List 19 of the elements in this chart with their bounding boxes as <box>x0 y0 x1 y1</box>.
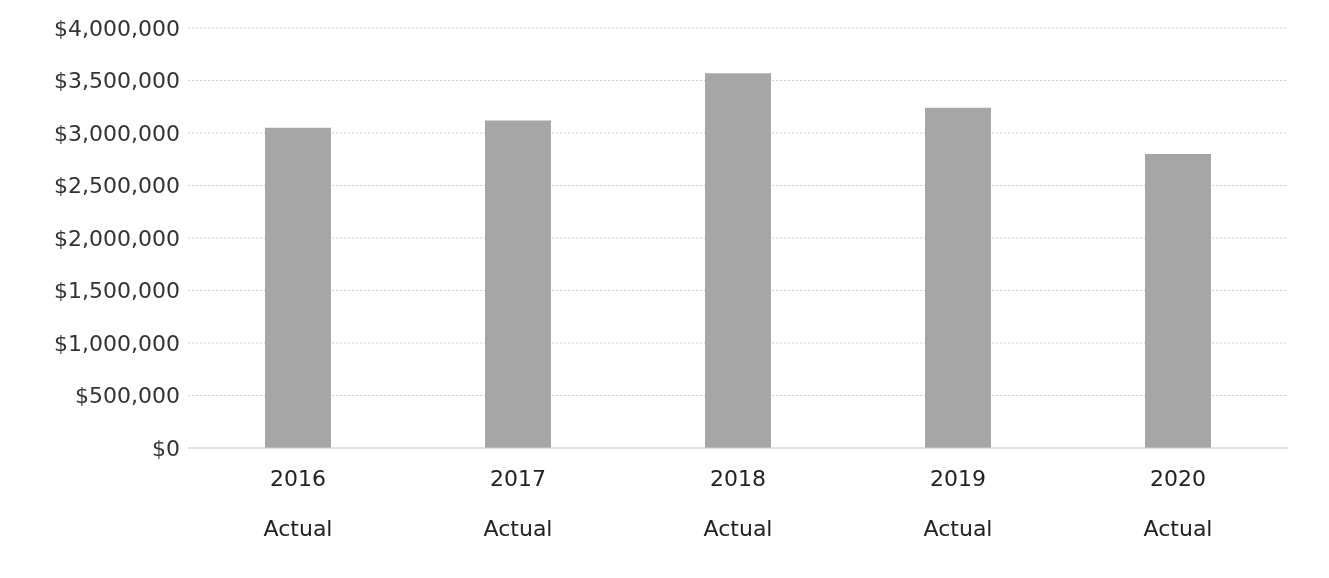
y-tick-label: $1,500,000 <box>54 278 180 304</box>
bar <box>705 73 771 448</box>
y-tick-label: $2,500,000 <box>54 173 180 199</box>
x-tick-label: 2017 Actual <box>483 466 553 541</box>
y-tick-label: $0 <box>152 435 180 461</box>
y-tick-label: $500,000 <box>75 383 180 409</box>
x-tick-label: 2018 Actual <box>703 466 773 541</box>
y-tick-label: $3,500,000 <box>54 68 180 94</box>
x-tick-label: 2019 Actual <box>923 466 993 541</box>
y-tick-label: $2,000,000 <box>54 225 180 251</box>
bar <box>265 127 331 448</box>
y-tick-label: $3,000,000 <box>54 120 180 146</box>
y-tick-label: $4,000,000 <box>54 15 180 41</box>
bar <box>1145 154 1211 448</box>
bar <box>925 107 991 448</box>
bar <box>485 120 551 448</box>
x-tick-label: 2020 Actual <box>1143 466 1213 541</box>
y-tick-label: $1,000,000 <box>54 330 180 356</box>
x-tick-label: 2016 Actual <box>263 466 333 541</box>
